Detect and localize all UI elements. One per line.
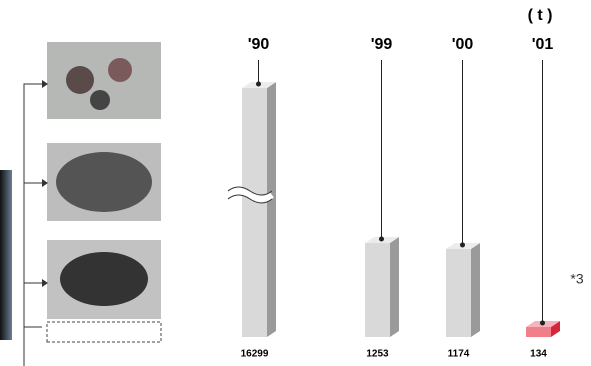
category-label: '00 [452,36,474,53]
photo-detail [90,90,110,110]
annotation: *3 [570,271,583,287]
leader-dot [460,242,465,247]
category-label: '99 [371,36,393,53]
bar [446,243,480,337]
connectors [24,84,42,366]
bar-front [365,243,390,337]
value-label: 1253 [366,349,389,360]
bar-side [471,243,480,337]
photo-detail [60,252,148,306]
photos [47,42,161,342]
value-label: 134 [530,349,547,360]
photo-detail [56,152,152,212]
value-label: 1174 [448,349,470,360]
unit-label: ( t ) [528,7,553,24]
bar [365,237,399,337]
category-label: '01 [532,36,554,53]
leader-dot [256,82,261,87]
bar [242,82,276,337]
leader-dot [540,320,545,325]
value-label: 16299 [241,349,269,360]
leader-dot [379,237,384,242]
bar-front [242,88,267,337]
photo-detail [66,66,94,94]
bar-front [526,327,551,337]
photo-edge [0,170,12,340]
bar-side [390,237,399,337]
bar-side [267,82,276,337]
photo-detail [108,58,132,82]
chart: ( t ) *3 '90 16299 '99 1253 '00 1174 '01 134 [0,0,591,366]
dashed-box [47,322,161,342]
bar-front [446,249,471,337]
category-label: '90 [248,36,270,53]
page: ( t ) *3 '9016299'991253'001174'01134 ((… [0,0,591,366]
